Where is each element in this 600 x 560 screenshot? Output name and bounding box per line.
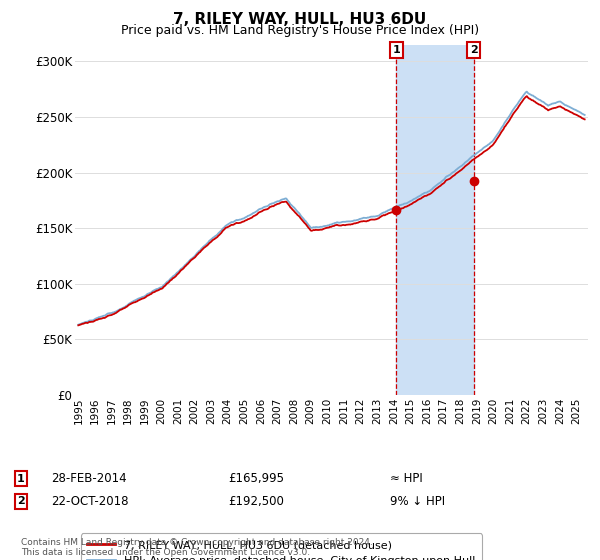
Text: Price paid vs. HM Land Registry's House Price Index (HPI): Price paid vs. HM Land Registry's House …	[121, 24, 479, 37]
Text: 1: 1	[17, 474, 25, 484]
Text: 22-OCT-2018: 22-OCT-2018	[51, 494, 128, 508]
Text: £165,995: £165,995	[228, 472, 284, 486]
Text: 2: 2	[17, 496, 25, 506]
Text: 2: 2	[470, 45, 478, 55]
Text: 9% ↓ HPI: 9% ↓ HPI	[390, 494, 445, 508]
Text: Contains HM Land Registry data © Crown copyright and database right 2024.
This d: Contains HM Land Registry data © Crown c…	[21, 538, 373, 557]
Text: 7, RILEY WAY, HULL, HU3 6DU: 7, RILEY WAY, HULL, HU3 6DU	[173, 12, 427, 27]
Text: 28-FEB-2014: 28-FEB-2014	[51, 472, 127, 486]
Text: £192,500: £192,500	[228, 494, 284, 508]
Legend: 7, RILEY WAY, HULL, HU3 6DU (detached house), HPI: Average price, detached house: 7, RILEY WAY, HULL, HU3 6DU (detached ho…	[80, 533, 482, 560]
Text: 1: 1	[392, 45, 400, 55]
Bar	[397, 45, 473, 395]
Text: ≈ HPI: ≈ HPI	[390, 472, 423, 486]
